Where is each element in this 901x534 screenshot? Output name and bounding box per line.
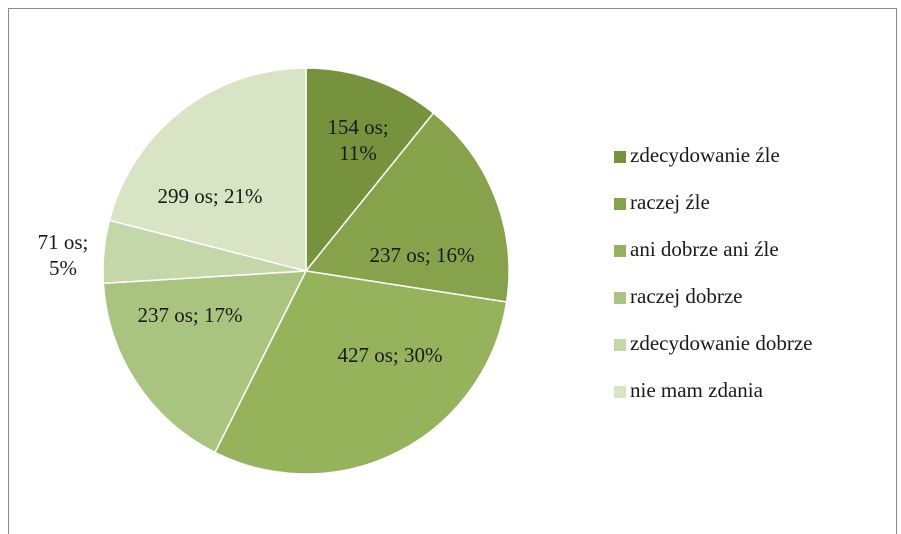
pie-slice [213, 270, 508, 475]
data-label: 237 os; 17% [137, 302, 243, 327]
pie-slice [108, 67, 307, 272]
legend-swatch [614, 198, 626, 210]
legend-swatch [614, 151, 626, 163]
data-label: 154 os; 11% [327, 114, 389, 165]
legend-label: nie mam zdania [630, 378, 764, 402]
pie-slice [305, 67, 435, 274]
data-label: 71 os; 5% [37, 229, 89, 280]
data-label: 237 os; 16% [369, 242, 475, 267]
legend-swatch [614, 245, 626, 257]
data-label: 427 os; 30% [337, 342, 443, 367]
legend-label: raczej źle [630, 190, 710, 214]
legend-label: raczej dobrze [630, 284, 743, 308]
legend-swatch [614, 339, 626, 351]
legend-label: zdecydowanie źle [630, 143, 780, 167]
legend-label: zdecydowanie dobrze [630, 331, 813, 355]
pie-slice [102, 270, 308, 454]
legend-swatch [614, 292, 626, 304]
legend-swatch [614, 386, 626, 398]
pie-slice [304, 111, 510, 303]
legend-label: ani dobrze ani źle [630, 237, 779, 261]
data-label: 299 os; 21% [157, 183, 263, 208]
